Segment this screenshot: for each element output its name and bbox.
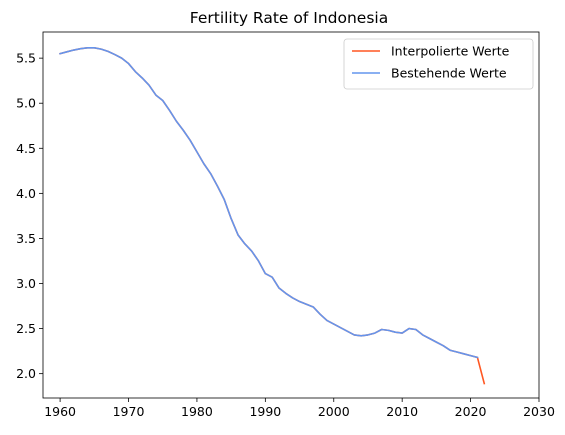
- y-tick-label: 4.0: [16, 186, 36, 201]
- y-tick-label: 3.0: [16, 276, 36, 291]
- x-tick-label: 1960: [44, 404, 76, 419]
- y-tick-label: 4.5: [16, 141, 36, 156]
- x-tick-label: 2000: [318, 404, 350, 419]
- legend: Interpolierte Werte Bestehende Werte: [344, 39, 533, 89]
- y-tick-label: 3.5: [16, 231, 36, 246]
- x-tick-label: 1990: [249, 404, 281, 419]
- x-tick-label: 2010: [386, 404, 418, 419]
- x-tick-label: 2030: [523, 404, 555, 419]
- chart-title: Fertility Rate of Indonesia: [190, 9, 388, 27]
- y-tick-label: 5.0: [16, 96, 36, 111]
- legend-label: Bestehende Werte: [391, 66, 507, 81]
- x-tick-label: 1970: [113, 404, 145, 419]
- x-tick-label: 1980: [181, 404, 213, 419]
- y-tick-label: 2.5: [16, 321, 36, 336]
- y-tick-label: 5.5: [16, 51, 36, 66]
- x-tick-label: 2020: [455, 404, 487, 419]
- y-tick-label: 2.0: [16, 366, 36, 381]
- legend-label: Interpolierte Werte: [391, 44, 510, 59]
